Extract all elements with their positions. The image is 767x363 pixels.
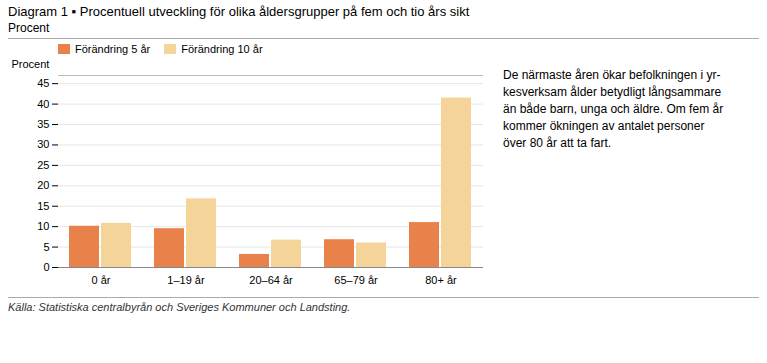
html-text:Procent: Procent [8,21,50,35]
html-text:kommer ökningen av antalet per: kommer ökningen av antalet personer [503,119,705,133]
html-text:De närmaste åren ökar befolkni: De närmaste åren ökar befolkningen i yr- [503,68,721,82]
svg-text:45: 45 [37,77,49,89]
svg-text:20: 20 [37,179,49,191]
html-text:Förändring 5 år: Förändring 5 år [75,43,151,55]
html-text:kesverksam ålder betydligt lån: kesverksam ålder betydligt långsammare [503,85,722,99]
html-text:över 80 år att ta fart.: över 80 år att ta fart. [503,136,612,150]
svg-text:65–79 år: 65–79 år [334,274,378,286]
svg-text:30: 30 [37,138,49,150]
svg-text:15: 15 [37,200,49,212]
svg-text:25: 25 [37,159,49,171]
svg-text:0 år: 0 år [92,274,111,286]
html-text:Förändring 10 år: Förändring 10 år [181,43,263,55]
html-text:än både barn, unga och äldre.: än både barn, unga och äldre. Om fem år [503,102,724,116]
svg-text:0: 0 [43,261,49,273]
svg-text:40: 40 [37,98,49,110]
html-text:Diagram 1 ▪ Procentuell utveck: Diagram 1 ▪ Procentuell utveckling för o… [8,4,470,19]
svg-text:5: 5 [43,241,49,253]
html-text:Källa: Statistiska centralbyrå: Källa: Statistiska centralbyrån och Sver… [8,301,351,313]
svg-text:80+ år: 80+ år [425,274,457,286]
svg-text:Procent: Procent [12,58,50,70]
svg-text:35: 35 [37,118,49,130]
svg-text:1–19 år: 1–19 år [167,274,205,286]
svg-text:10: 10 [37,220,49,232]
svg-text:20–64 år: 20–64 år [249,274,293,286]
